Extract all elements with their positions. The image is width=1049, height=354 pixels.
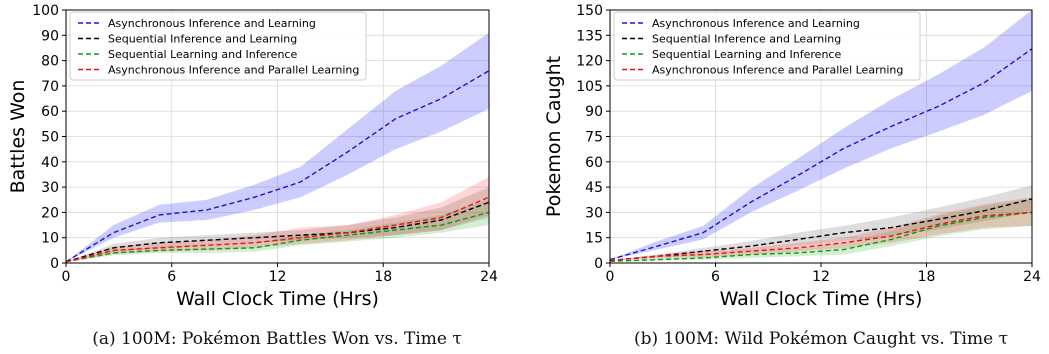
series-line-1	[609, 198, 1033, 262]
y-tick-label: 75	[585, 130, 603, 146]
y-tick-label: 0	[594, 256, 603, 272]
legend-label: Asynchronous Inference and Parallel Lear…	[652, 64, 903, 77]
confidence-band-series-3	[610, 197, 1032, 261]
legend: Asynchronous Inference and Learning Seque…	[613, 11, 921, 81]
x-axis-label: Wall Clock Time (Hrs)	[720, 288, 923, 310]
x-tick-label: 6	[167, 269, 176, 285]
series-line-3	[609, 211, 1033, 262]
y-tick-label: 30	[41, 180, 59, 196]
y-tick-label: 30	[585, 205, 603, 221]
legend-box	[613, 11, 921, 81]
legend-box	[69, 11, 367, 81]
x-tick-label: 6	[711, 269, 720, 285]
series-line-0	[609, 48, 1033, 261]
y-tick-label: 45	[585, 180, 603, 196]
x-axis-label: Wall Clock Time (Hrs)	[176, 288, 379, 310]
legend-label: Sequential Inference and Learning	[652, 33, 841, 46]
y-tick-label: 120	[576, 54, 603, 70]
x-tick-label: 12	[812, 269, 830, 285]
y-tick-label: 90	[585, 104, 603, 120]
y-tick-label: 60	[585, 155, 603, 171]
y-axis-label: Pokemon Caught	[543, 56, 565, 217]
y-tick-label: 135	[576, 28, 603, 44]
x-tick-label: 0	[62, 269, 71, 285]
y-axis-label: Battles Won	[7, 80, 29, 194]
x-tick-label: 12	[269, 269, 287, 285]
series-line-2	[65, 211, 490, 263]
chart-panel-a: 0 6 12 18 24 0 10 20 30 40 50 60 70 80 90 100 Wall Clock…	[7, 3, 498, 349]
legend: Asynchronous Inference and Learning Seque…	[69, 11, 367, 81]
y-tick-label: 105	[576, 79, 603, 95]
confidence-band-series-1	[66, 187, 489, 262]
legend-label: Asynchronous Inference and Learning	[108, 17, 316, 30]
y-tick-label: 70	[41, 79, 59, 95]
y-tick-label: 50	[41, 130, 59, 146]
confidence-band-series-2	[66, 199, 489, 262]
y-tick-label: 0	[50, 256, 59, 272]
y-tick-label: 10	[41, 231, 59, 247]
series-line-2	[609, 211, 1033, 263]
y-tick-label: 100	[32, 3, 59, 19]
y-tick-label: 40	[41, 155, 59, 171]
x-tick-label: 24	[480, 269, 498, 285]
y-tick-label: 15	[585, 231, 603, 247]
chart-panel-b: 0 6 12 18 24 0 15 30 45 60 75 90 105 120 135 150 Wall Cl…	[543, 3, 1041, 349]
legend-label: Sequential Inference and Learning	[108, 33, 297, 46]
figure-caption: (a) 100M: Pokémon Battles Won vs. Time τ	[92, 329, 462, 349]
x-tick-label: 24	[1023, 269, 1041, 285]
x-tick-label: 0	[606, 269, 615, 285]
y-tick-label: 150	[576, 3, 603, 19]
series-line-3	[65, 196, 490, 263]
confidence-band-series-0	[66, 32, 489, 262]
legend-label: Sequential Learning and Inference	[652, 48, 841, 61]
y-tick-label: 20	[41, 205, 59, 221]
series-line-0	[65, 70, 490, 263]
figure-caption: (b) 100M: Wild Pokémon Caught vs. Time τ	[634, 329, 1008, 349]
legend-label: Sequential Learning and Inference	[108, 48, 297, 61]
x-tick-label: 18	[918, 269, 936, 285]
y-tick-label: 90	[41, 28, 59, 44]
y-tick-label: 80	[41, 54, 59, 70]
legend-label: Asynchronous Inference and Parallel Lear…	[108, 64, 359, 77]
y-tick-label: 60	[41, 104, 59, 120]
series-line-1	[65, 201, 490, 263]
confidence-band-series-2	[610, 198, 1032, 262]
legend-label: Asynchronous Inference and Learning	[652, 17, 860, 30]
x-tick-label: 18	[374, 269, 392, 285]
